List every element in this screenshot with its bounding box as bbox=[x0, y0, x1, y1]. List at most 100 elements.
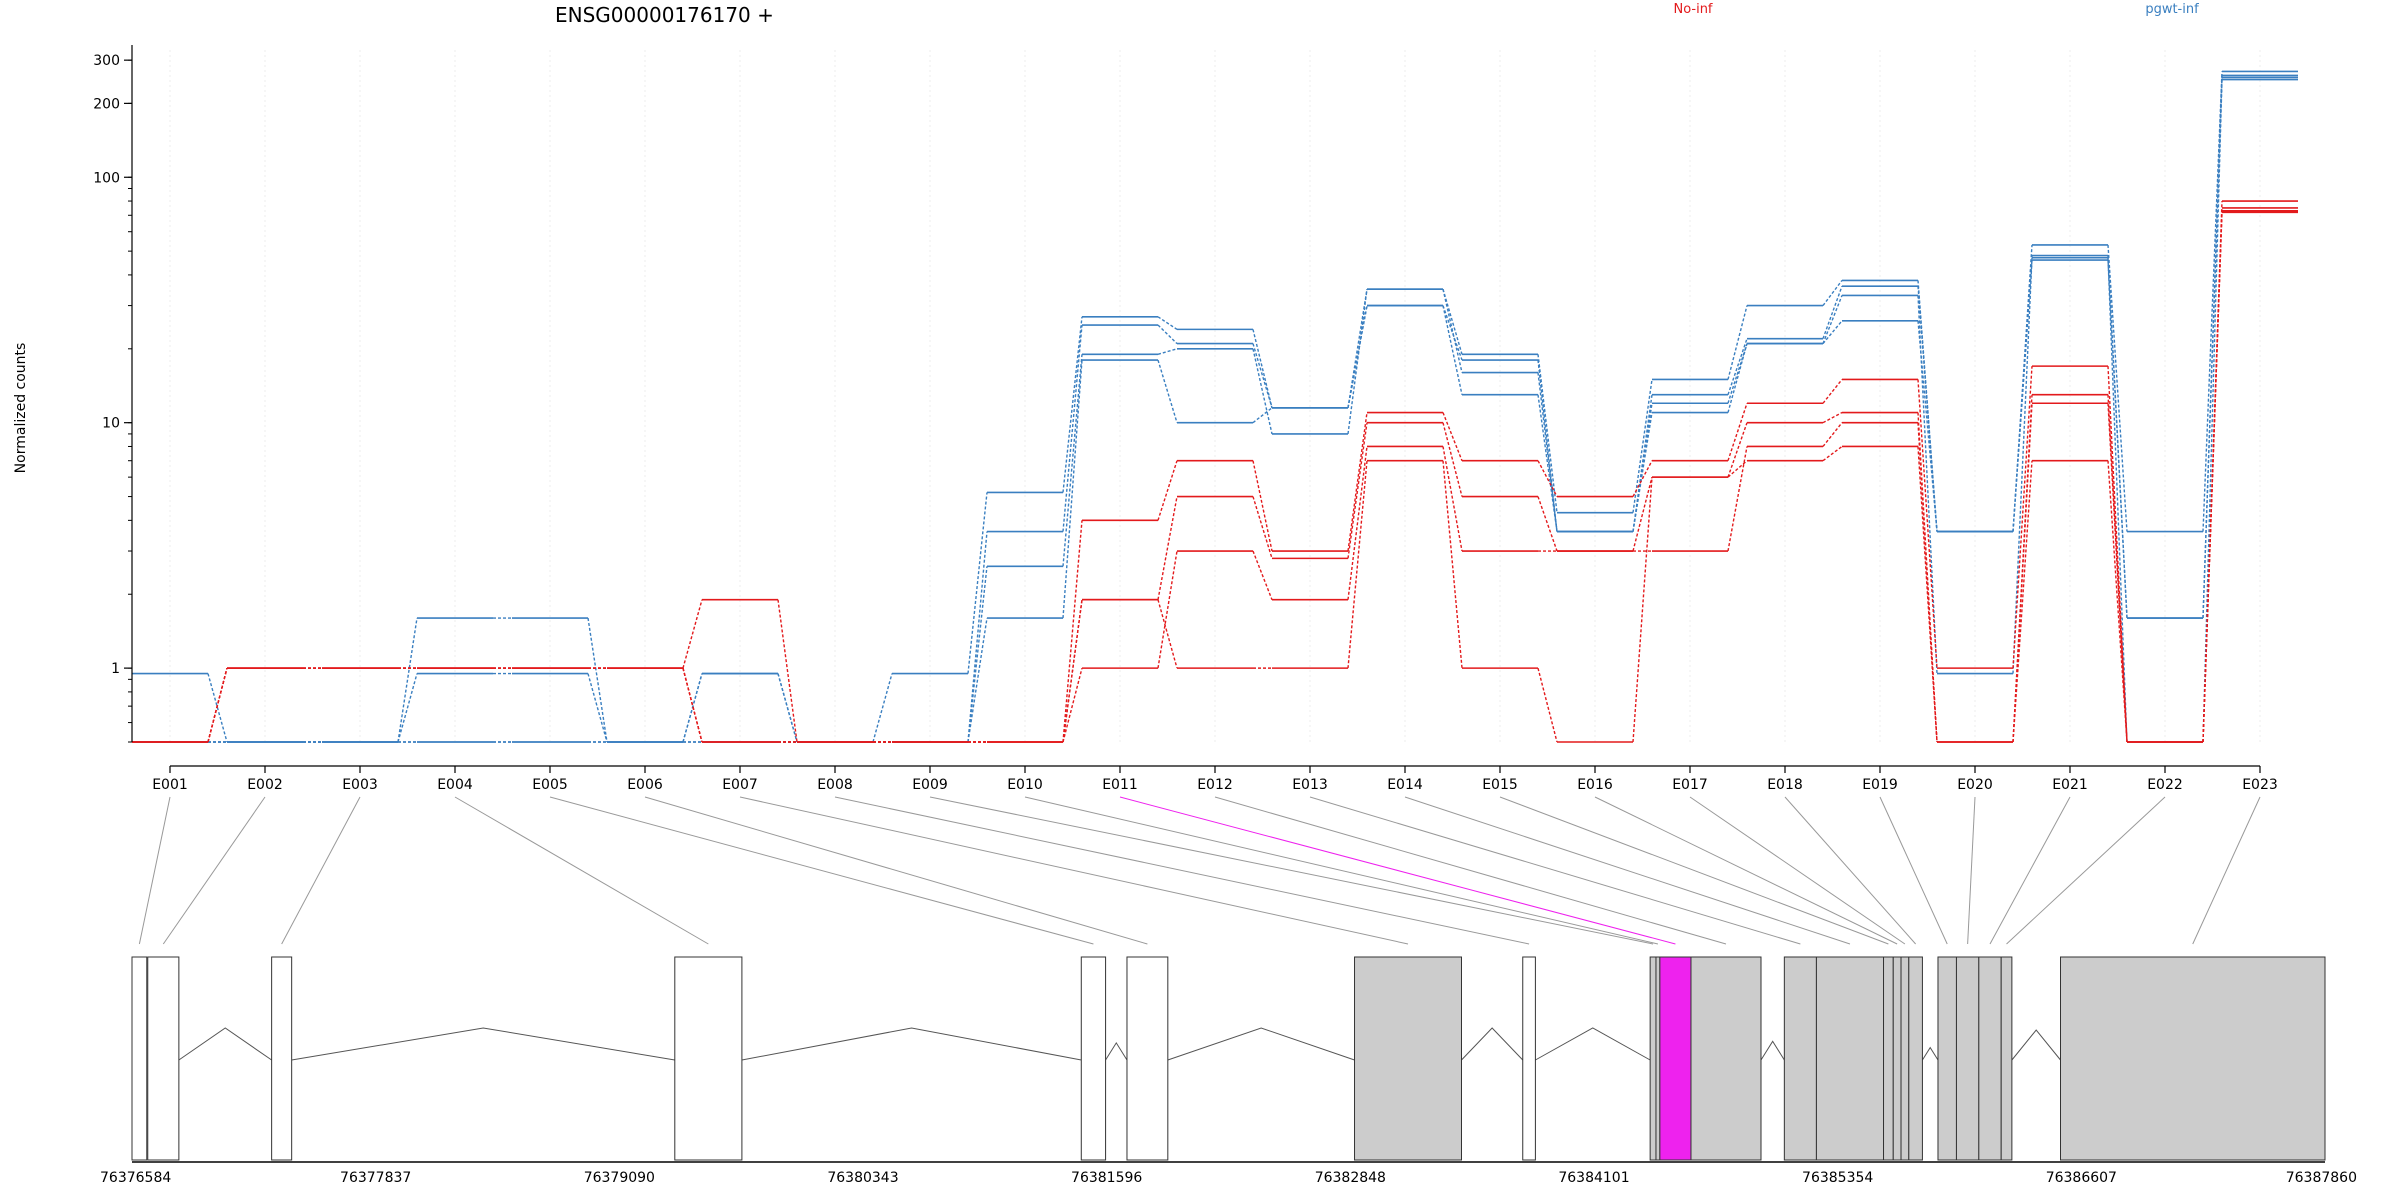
series-transition bbox=[682, 667, 703, 743]
series-transition bbox=[207, 667, 228, 743]
series-transition bbox=[1157, 599, 1178, 669]
genomic-coordinate-label: 76387860 bbox=[2286, 1170, 2357, 1186]
x-tick-label: E009 bbox=[912, 777, 948, 793]
series-transition bbox=[1537, 372, 1558, 532]
connector-line bbox=[1024, 796, 1659, 945]
series-transition bbox=[1442, 460, 1463, 669]
intron-line bbox=[1921, 1046, 1939, 1061]
exon-box bbox=[1522, 956, 1536, 1161]
exon-box bbox=[1690, 956, 1762, 1161]
exon-box bbox=[1080, 956, 1107, 1161]
exon-box bbox=[1354, 956, 1462, 1161]
series-transition bbox=[1727, 460, 1748, 478]
legend-no-inf: No-inf bbox=[1673, 2, 1712, 17]
series-transition bbox=[1252, 348, 1273, 435]
exon-box bbox=[1955, 956, 1980, 1161]
genomic-coordinate-label: 76386607 bbox=[2046, 1170, 2117, 1186]
series-transition bbox=[397, 673, 418, 743]
intron-line bbox=[178, 1027, 272, 1061]
series-transition bbox=[1632, 460, 1653, 497]
x-tick-label: E002 bbox=[247, 777, 283, 793]
series-transition bbox=[1822, 279, 1843, 307]
connector-line bbox=[549, 796, 1094, 945]
connector-line bbox=[1214, 796, 1727, 945]
series-transition bbox=[1442, 305, 1463, 395]
series-transition bbox=[1537, 359, 1558, 532]
exon-box bbox=[147, 956, 180, 1161]
x-tick-label: E007 bbox=[722, 777, 758, 793]
x-tick-label: E017 bbox=[1672, 777, 1708, 793]
connector-line bbox=[834, 796, 1530, 945]
series-transition bbox=[1347, 422, 1368, 559]
series-transition bbox=[1537, 667, 1558, 743]
connector-line bbox=[2192, 796, 2261, 945]
series-transition bbox=[1157, 348, 1178, 355]
x-tick-label: E015 bbox=[1482, 777, 1518, 793]
chart-title: ENSG00000176170 + bbox=[555, 3, 774, 27]
series-transition bbox=[1917, 446, 1938, 743]
series-transition bbox=[1917, 286, 1938, 532]
exon-box bbox=[1783, 956, 1817, 1161]
x-tick-label: E023 bbox=[2242, 777, 2278, 793]
series-transition bbox=[2107, 366, 2128, 743]
connector-line bbox=[1404, 796, 1851, 945]
x-tick-label: E020 bbox=[1957, 777, 1993, 793]
series-transition bbox=[1062, 316, 1083, 493]
exon-box bbox=[2000, 956, 2013, 1161]
x-tick-label: E006 bbox=[627, 777, 663, 793]
series-transition bbox=[1252, 550, 1273, 600]
series-transition bbox=[1727, 305, 1748, 380]
series-transition bbox=[2202, 71, 2223, 532]
exon-box bbox=[1900, 956, 1910, 1161]
series-transition bbox=[1062, 324, 1083, 532]
series-transition bbox=[397, 617, 418, 743]
genomic-coordinate-label: 76384101 bbox=[1558, 1170, 1629, 1186]
connector-line bbox=[1499, 796, 1889, 945]
exon-box bbox=[1659, 956, 1692, 1161]
x-tick-label: E010 bbox=[1007, 777, 1043, 793]
intron-line bbox=[291, 1027, 675, 1061]
exon-box bbox=[1937, 956, 1957, 1161]
series-transition bbox=[1917, 320, 1938, 532]
connector-line bbox=[644, 796, 1148, 945]
intron-line bbox=[741, 1027, 1082, 1061]
series-transition bbox=[1632, 379, 1653, 513]
x-tick-label: E003 bbox=[342, 777, 378, 793]
connector-line bbox=[1989, 796, 2071, 945]
series-transition bbox=[1347, 305, 1368, 408]
x-tick-label: E012 bbox=[1197, 777, 1233, 793]
genomic-coordinate-label: 76379090 bbox=[584, 1170, 655, 1186]
connector-line bbox=[1594, 796, 1898, 945]
series-transition bbox=[587, 617, 608, 743]
exon-box bbox=[1126, 956, 1169, 1161]
series-transition bbox=[2012, 257, 2033, 674]
y-tick-label: 100 bbox=[93, 170, 120, 186]
series-transition bbox=[1727, 403, 1748, 461]
x-tick-label: E014 bbox=[1387, 777, 1423, 793]
series-transition bbox=[1632, 476, 1653, 552]
series-lines bbox=[132, 70, 2298, 743]
exon-box bbox=[2060, 956, 2326, 1161]
exon-box bbox=[1883, 956, 1894, 1161]
series-transition bbox=[1347, 412, 1368, 552]
series-transition bbox=[1537, 460, 1558, 497]
intron-line bbox=[1167, 1027, 1355, 1061]
x-tick-label: E019 bbox=[1862, 777, 1898, 793]
gene-model: 76376584 76377837 76379090 76380343 76381596… bbox=[100, 956, 2357, 1186]
series-transition bbox=[967, 492, 988, 674]
series-transition bbox=[2107, 460, 2128, 743]
legend-pgwt-inf: pgwt-inf bbox=[2145, 2, 2199, 17]
exon-box bbox=[1655, 956, 1661, 1161]
y-tick-label: 300 bbox=[93, 53, 120, 69]
series-transition bbox=[1252, 343, 1273, 408]
exon-box bbox=[271, 956, 293, 1161]
connector-line bbox=[138, 796, 171, 945]
series-transition bbox=[1727, 343, 1748, 413]
x-tick-label: E016 bbox=[1577, 777, 1613, 793]
series-transition bbox=[1632, 412, 1653, 532]
intron-line bbox=[1105, 1041, 1128, 1061]
series-transition bbox=[1727, 446, 1748, 552]
series-transition bbox=[587, 673, 608, 743]
series-transition bbox=[1442, 422, 1463, 497]
